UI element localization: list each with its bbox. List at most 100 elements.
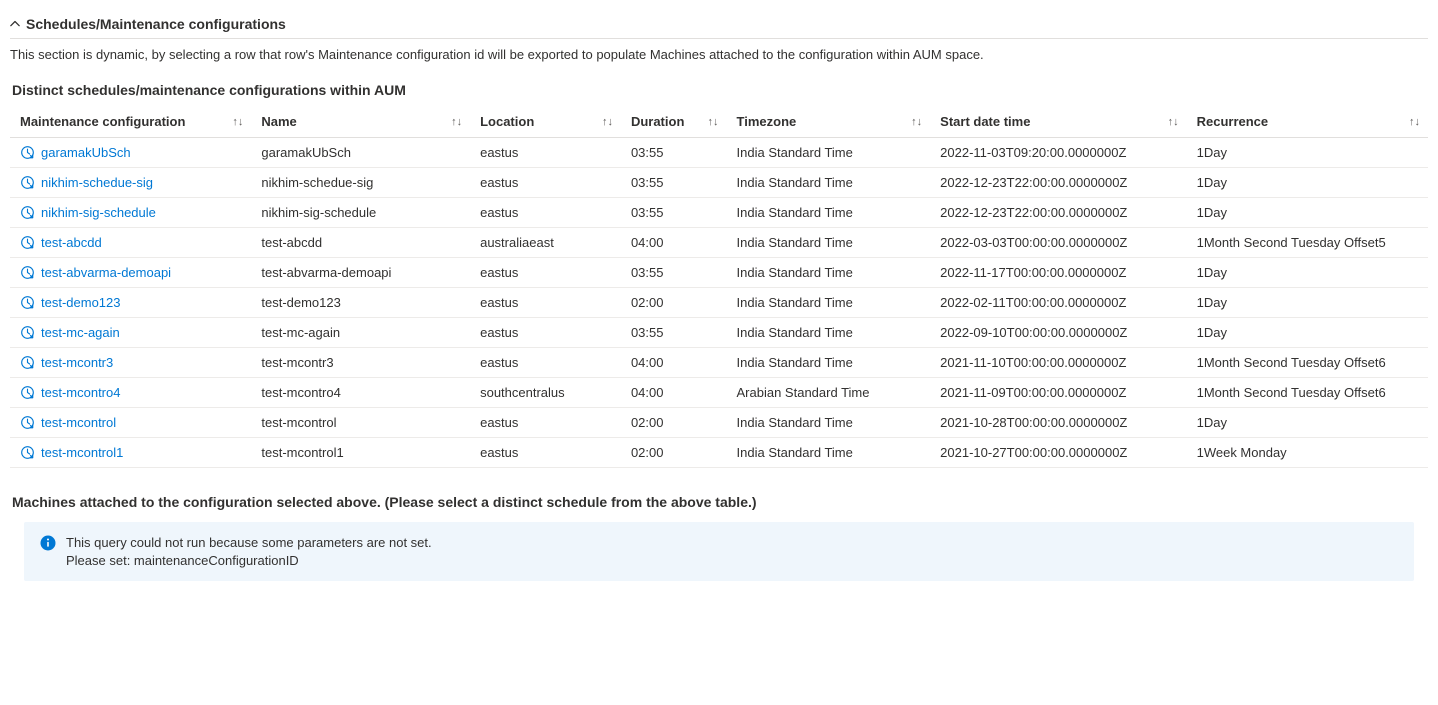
col-header-name[interactable]: Name ↑↓ <box>251 106 470 138</box>
cell-recurrence: 1Day <box>1187 168 1428 198</box>
cell-recurrence: 1Month Second Tuesday Offset5 <box>1187 228 1428 258</box>
col-header-recurrence-label: Recurrence <box>1197 114 1269 129</box>
cell-timezone: India Standard Time <box>727 168 931 198</box>
cell-timezone: India Standard Time <box>727 408 931 438</box>
cell-duration: 04:00 <box>621 378 727 408</box>
cell-recurrence: 1Day <box>1187 288 1428 318</box>
col-header-start[interactable]: Start date time ↑↓ <box>930 106 1186 138</box>
cell-timezone: India Standard Time <box>727 258 931 288</box>
cell-recurrence: 1Month Second Tuesday Offset6 <box>1187 378 1428 408</box>
config-link[interactable]: test-demo123 <box>41 295 121 310</box>
cell-timezone: Arabian Standard Time <box>727 378 931 408</box>
config-link[interactable]: test-mc-again <box>41 325 120 340</box>
col-header-location[interactable]: Location↑↓ <box>470 106 621 138</box>
table-row[interactable]: test-mc-againtest-mc-againeastus03:55Ind… <box>10 318 1428 348</box>
cell-timezone: India Standard Time <box>727 318 931 348</box>
cell-name: test-mcontrol1 <box>251 438 470 468</box>
col-header-config[interactable]: Maintenance configuration ↑↓ <box>10 106 251 138</box>
config-link[interactable]: test-mcontrol <box>41 415 116 430</box>
machines-heading: Machines attached to the configuration s… <box>10 476 1428 522</box>
cell-timezone: India Standard Time <box>727 138 931 168</box>
info-icon <box>40 535 56 551</box>
cell-duration: 02:00 <box>621 288 727 318</box>
cell-recurrence: 1Month Second Tuesday Offset6 <box>1187 348 1428 378</box>
schedules-table: Maintenance configuration ↑↓ Name ↑↓ Locat… <box>10 106 1428 476</box>
config-link[interactable]: test-abvarma-demoapi <box>41 265 171 280</box>
table-row[interactable]: test-mcontr3test-mcontr3eastus04:00India… <box>10 348 1428 378</box>
col-header-start-label: Start date time <box>940 114 1030 129</box>
info-line1: This query could not run because some pa… <box>66 534 432 552</box>
cell-start: 2021-11-10T00:00:00.0000000Z <box>930 348 1186 378</box>
cell-location: eastus <box>470 288 621 318</box>
config-link[interactable]: garamakUbSch <box>41 145 131 160</box>
cell-start: 2022-12-23T22:00:00.0000000Z <box>930 198 1186 228</box>
cell-start: 2022-12-23T22:00:00.0000000Z <box>930 168 1186 198</box>
cell-duration: 04:00 <box>621 348 727 378</box>
cell-start: 2022-11-17T00:00:00.0000000Z <box>930 258 1186 288</box>
sort-icon: ↑↓ <box>232 116 243 128</box>
col-header-recurrence[interactable]: Recurrence ↑↓ <box>1187 106 1428 138</box>
cell-start: 2021-10-28T00:00:00.0000000Z <box>930 408 1186 438</box>
sort-icon: ↑↓ <box>1409 116 1420 128</box>
cell-recurrence: 1Day <box>1187 138 1428 168</box>
sort-icon: ↑↓ <box>1168 116 1179 128</box>
table-row[interactable]: garamakUbSchgaramakUbScheastus03:55India… <box>10 138 1428 168</box>
cell-name: test-demo123 <box>251 288 470 318</box>
table-row[interactable] <box>10 468 1428 477</box>
table-row[interactable]: nikhim-sig-schedulenikhim-sig-scheduleea… <box>10 198 1428 228</box>
config-link[interactable]: nikhim-schedue-sig <box>41 175 153 190</box>
info-banner: This query could not run because some pa… <box>24 522 1414 581</box>
col-header-timezone[interactable]: Timezone↑↓ <box>727 106 931 138</box>
cell-location: eastus <box>470 408 621 438</box>
cell-recurrence: 1Week Monday <box>1187 438 1428 468</box>
config-link[interactable]: test-abcdd <box>41 235 102 250</box>
cell-duration: 03:55 <box>621 168 727 198</box>
col-header-name-label: Name <box>261 114 296 129</box>
maintenance-config-icon <box>20 385 35 400</box>
col-header-config-label: Maintenance configuration <box>20 114 185 129</box>
cell-duration: 03:55 <box>621 318 727 348</box>
config-link[interactable]: test-mcontro4 <box>41 385 120 400</box>
cell-recurrence: 1Day <box>1187 408 1428 438</box>
table-row[interactable]: nikhim-schedue-signikhim-schedue-sigeast… <box>10 168 1428 198</box>
col-header-duration-label: Duration <box>631 114 684 129</box>
table-row[interactable]: test-mcontrol1test-mcontrol1eastus02:00I… <box>10 438 1428 468</box>
cell-location: eastus <box>470 348 621 378</box>
section-header[interactable]: Schedules/Maintenance configurations <box>10 8 1428 38</box>
cell-name: garamakUbSch <box>251 138 470 168</box>
cell-name: test-mc-again <box>251 318 470 348</box>
table-row[interactable]: test-mcontro4test-mcontro4southcentralus… <box>10 378 1428 408</box>
cell-location: eastus <box>470 198 621 228</box>
chevron-up-icon <box>10 19 20 29</box>
maintenance-config-icon <box>20 175 35 190</box>
cell-name: test-abcdd <box>251 228 470 258</box>
cell-timezone: India Standard Time <box>727 348 931 378</box>
table-row[interactable]: test-mcontroltest-mcontroleastus02:00Ind… <box>10 408 1428 438</box>
section-description: This section is dynamic, by selecting a … <box>10 43 1428 78</box>
sort-icon: ↑↓ <box>708 116 719 128</box>
cell-start: 2022-03-03T00:00:00.0000000Z <box>930 228 1186 258</box>
config-link[interactable]: test-mcontr3 <box>41 355 113 370</box>
schedules-table-container: Maintenance configuration ↑↓ Name ↑↓ Locat… <box>10 106 1428 476</box>
config-link[interactable]: nikhim-sig-schedule <box>41 205 156 220</box>
cell-start: 2022-11-03T09:20:00.0000000Z <box>930 138 1186 168</box>
table-row[interactable]: test-demo123test-demo123eastus02:00India… <box>10 288 1428 318</box>
col-header-duration[interactable]: Duration ↑↓ <box>621 106 727 138</box>
cell-location: eastus <box>470 258 621 288</box>
cell-name: test-abvarma-demoapi <box>251 258 470 288</box>
cell-location: eastus <box>470 438 621 468</box>
maintenance-config-icon <box>20 325 35 340</box>
cell-name: test-mcontrol <box>251 408 470 438</box>
maintenance-config-icon <box>20 475 35 476</box>
cell-recurrence: 1Day <box>1187 318 1428 348</box>
section-title: Schedules/Maintenance configurations <box>26 16 286 32</box>
sort-icon: ↑↓ <box>451 116 462 128</box>
maintenance-config-icon <box>20 145 35 160</box>
config-link[interactable]: test-mcontrol1 <box>41 445 123 460</box>
maintenance-config-icon <box>20 205 35 220</box>
cell-location: eastus <box>470 168 621 198</box>
cell-location: eastus <box>470 138 621 168</box>
table-row[interactable]: test-abvarma-demoapi test-abvarma-demoapi… <box>10 258 1428 288</box>
cell-recurrence: 1Day <box>1187 198 1428 228</box>
table-row[interactable]: test-abcddtest-abcddaustraliaeast04:00In… <box>10 228 1428 258</box>
